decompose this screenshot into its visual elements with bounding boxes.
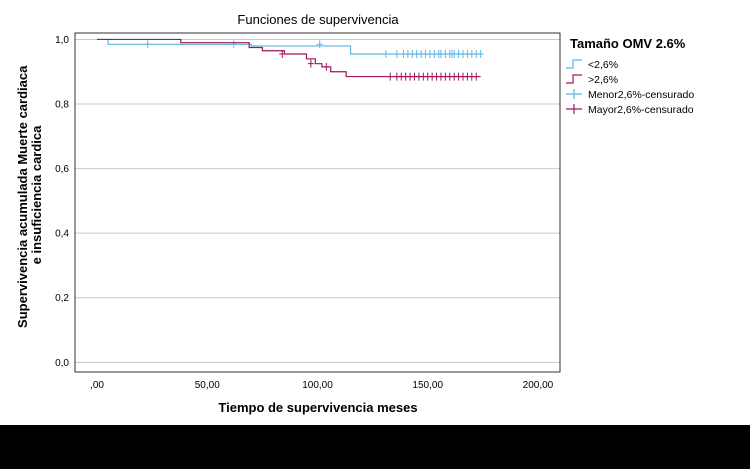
y-tick-label: 0,8 [55, 100, 69, 111]
y-tick-label: 0,2 [55, 293, 69, 304]
legend-title: Tamaño OMV 2.6% [570, 36, 686, 51]
chart-title: Funciones de supervivencia [237, 12, 399, 27]
plot-frame [74, 32, 561, 373]
legend-label: >2,6% [588, 74, 618, 86]
legend-cross-symbol [566, 89, 582, 99]
x-tick-label: 100,00 [302, 380, 333, 391]
series-line-1 [97, 38, 483, 55]
legend-entry-3: Menor2,6%-censurado [566, 89, 694, 101]
censored-mark [382, 49, 389, 58]
series-line-2 [97, 38, 481, 78]
legend-entry-4: Mayor2,6%-censurado [566, 104, 694, 116]
censored-mark [316, 40, 323, 49]
y-tick-label: 0,0 [55, 358, 69, 369]
censored-mark [230, 40, 237, 49]
censored-marks-2 [279, 49, 480, 81]
y-axis-title: Supervivencia acumulada Muerte cardiaca … [15, 62, 44, 328]
series-layer [97, 38, 484, 81]
x-tick-labels: ,00 50,00 100,00 150,00 200,00 [90, 380, 554, 391]
x-tick-label: 200,00 [523, 380, 554, 391]
censored-mark [307, 59, 314, 68]
y-axis-title-line-1: Supervivencia acumulada Muerte cardiaca [15, 65, 30, 328]
censored-mark [393, 49, 400, 58]
censored-mark [323, 62, 330, 71]
legend-label: Menor2,6%-censurado [588, 89, 694, 101]
y-tick-labels: 0,0 0,2 0,4 0,6 0,8 1,0 [55, 35, 69, 369]
censored-marks-1 [144, 40, 484, 58]
legend-label: <2,6% [588, 59, 618, 71]
x-axis-title: Tiempo de supervivencia meses [218, 400, 417, 415]
y-tick-label: 1,0 [55, 35, 69, 46]
censored-mark [477, 49, 484, 58]
x-tick-label: 150,00 [412, 380, 443, 391]
legend-entry-1: <2,6% [566, 59, 618, 71]
bottom-black-band [0, 425, 750, 469]
censored-mark [144, 40, 151, 49]
censored-mark [473, 72, 480, 81]
legend-entry-2: >2,6% [566, 74, 618, 86]
y-tick-label: 0,4 [55, 229, 69, 240]
censored-mark [387, 72, 394, 81]
censored-mark [279, 49, 286, 58]
legend: <2,6% >2,6% Menor2,6%-censurado Mayor2,6%-c… [566, 59, 694, 116]
legend-step-symbol [566, 59, 582, 69]
survival-chart: Funciones de supervivencia 0,00,20,40,60… [15, 12, 694, 415]
x-tick-label: ,00 [90, 380, 104, 391]
y-axis-title-line-2: e insuficiencia cardica [29, 125, 44, 265]
y-tick-label: 0,6 [55, 164, 69, 175]
figure: Funciones de supervivencia 0,0 0,2 0,4 0,6 0… [0, 0, 750, 425]
x-tick-label: 50,00 [195, 380, 220, 391]
legend-step-symbol [566, 74, 582, 84]
gridlines [75, 38, 560, 363]
legend-label: Mayor2,6%-censurado [588, 104, 694, 116]
legend-cross-symbol [566, 104, 582, 114]
